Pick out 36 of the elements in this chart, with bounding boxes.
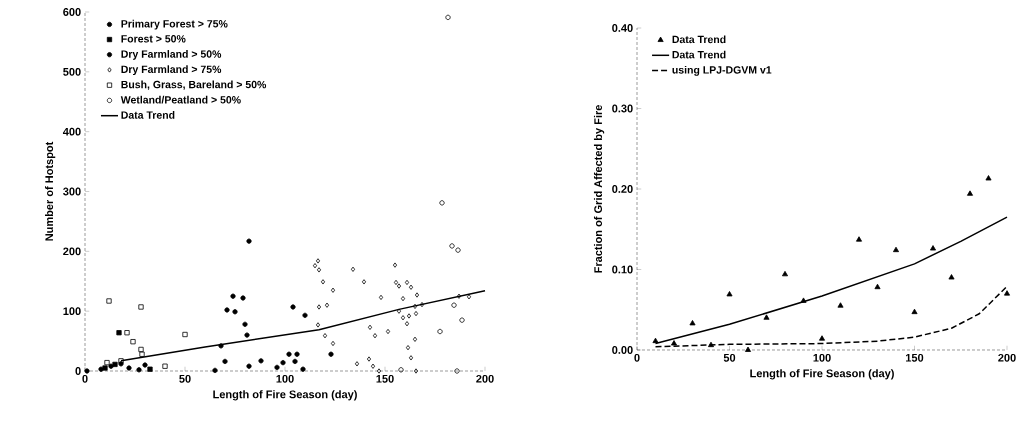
y-tick-label: 500	[63, 67, 81, 76]
y-axis-title: Number of Hotspot	[45, 141, 56, 241]
legend-label: Dry Farmland > 75%	[121, 65, 222, 76]
x-tick-label: 200	[476, 374, 494, 383]
y-tick-label: 0.00	[612, 346, 633, 354]
y-tick-label: 0	[75, 367, 81, 375]
y-tick-label: 0.40	[612, 24, 633, 32]
y-tick-label: 600	[63, 8, 81, 16]
legend-label: Bush, Grass, Bareland > 50%	[121, 80, 267, 90]
x-tick-label: 150	[376, 374, 394, 383]
x-tick-label: 0	[82, 374, 88, 383]
legend-label: Data Trend	[672, 35, 726, 44]
x-axis-title: Length of Fire Season (day)	[213, 390, 357, 401]
x-tick-label: 100	[813, 353, 831, 362]
x-axis-title: Length of Fire Season (day)	[750, 369, 894, 380]
legend-label: Forest > 50%	[121, 35, 186, 43]
x-tick-label: 50	[179, 374, 191, 383]
x-tick-label: 200	[998, 353, 1016, 362]
y-tick-label: 100	[63, 307, 81, 316]
x-tick-label: 0	[634, 353, 640, 362]
x-tick-label: 150	[906, 353, 924, 362]
y-axis-title: Fraction of Grid Affected by Fire	[593, 105, 605, 273]
y-tick-label: 300	[63, 187, 81, 196]
x-tick-label: 100	[276, 374, 294, 383]
y-tick-label: 0.30	[612, 104, 633, 113]
legend-label: Wetland/Peatland > 50%	[120, 95, 241, 104]
x-tick-label: 50	[723, 353, 736, 362]
y-tick-label: 400	[62, 127, 81, 136]
y-tick-label: 0.10	[612, 265, 633, 274]
legend-label: Primary Forest > 75%	[121, 19, 228, 30]
y-tick-label: 0.20	[612, 185, 633, 193]
legend-label: Data Trend	[121, 111, 175, 119]
legend-label: Dry Farmland > 50%	[121, 50, 222, 60]
legend-label: using LPJ-DGVM v1	[672, 65, 772, 76]
y-tick-label: 200	[63, 247, 81, 256]
legend-label: Data Trend	[672, 50, 726, 59]
